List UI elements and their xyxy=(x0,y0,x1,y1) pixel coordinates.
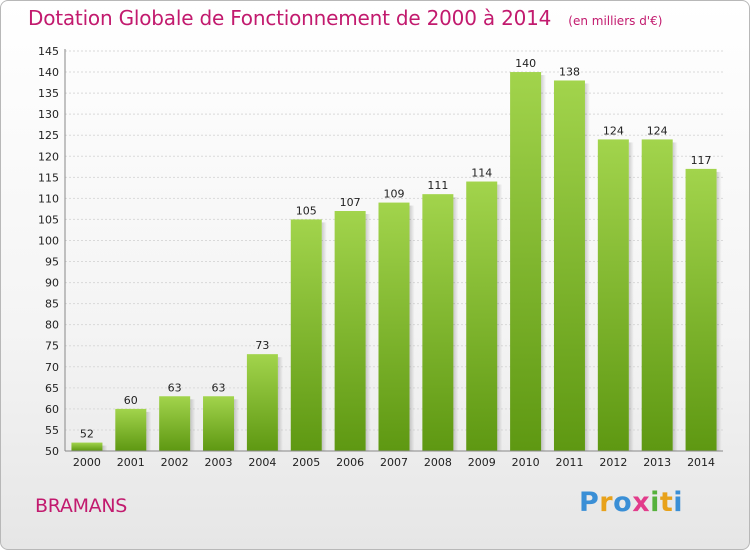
y-tick-label: 55 xyxy=(45,424,59,437)
data-label: 52 xyxy=(80,428,94,441)
bar-2006 xyxy=(334,211,366,451)
y-tick-label: 115 xyxy=(38,171,59,184)
x-tick-label: 2006 xyxy=(336,456,364,469)
y-tick-label: 80 xyxy=(45,319,59,332)
bar-shadow xyxy=(277,357,283,451)
bar-shadow xyxy=(190,399,196,451)
bar-2007 xyxy=(378,202,410,451)
x-tick-label: 2007 xyxy=(380,456,408,469)
bar-shadow xyxy=(541,75,547,451)
bar-shadow xyxy=(672,142,678,451)
x-tick-label: 2005 xyxy=(292,456,320,469)
data-label: 73 xyxy=(255,339,269,352)
bar-2004 xyxy=(246,354,278,451)
data-label: 109 xyxy=(384,188,405,201)
title-row: Dotation Globale de Fonctionnement de 20… xyxy=(28,6,662,30)
x-tick-label: 2012 xyxy=(599,456,627,469)
bar-shadow xyxy=(321,222,327,451)
x-tick-label: 2009 xyxy=(468,456,496,469)
data-label: 107 xyxy=(340,196,361,209)
y-tick-label: 135 xyxy=(38,87,59,100)
data-label: 63 xyxy=(168,381,182,394)
bar-2014 xyxy=(685,168,717,452)
x-tick-label: 2000 xyxy=(73,456,101,469)
y-tick-label: 65 xyxy=(45,382,59,395)
y-tick-label: 70 xyxy=(45,361,59,374)
x-tick-label: 2004 xyxy=(248,456,276,469)
x-tick-label: 2011 xyxy=(555,456,583,469)
bar-shadow xyxy=(365,214,371,451)
data-label: 124 xyxy=(603,124,624,137)
data-label: 117 xyxy=(691,154,712,167)
y-tick-label: 110 xyxy=(38,192,59,205)
bar-shadow xyxy=(497,184,503,452)
bar-2005 xyxy=(290,219,322,451)
y-tick-label: 50 xyxy=(45,445,59,458)
bar-2003 xyxy=(203,396,235,451)
data-label: 60 xyxy=(124,394,138,407)
x-tick-label: 2001 xyxy=(117,456,145,469)
x-tick-label: 2013 xyxy=(643,456,671,469)
bar-2009 xyxy=(466,181,498,452)
data-label: 105 xyxy=(296,204,317,217)
bar-2008 xyxy=(422,194,454,451)
y-tick-label: 100 xyxy=(38,234,59,247)
y-tick-label: 120 xyxy=(38,150,59,163)
y-tick-label: 140 xyxy=(38,66,59,79)
bar-shadow xyxy=(234,399,240,451)
x-tick-label: 2002 xyxy=(161,456,189,469)
data-label: 124 xyxy=(647,124,668,137)
bar-2001 xyxy=(115,408,147,451)
y-tick-label: 125 xyxy=(38,129,59,142)
commune-name: BRAMANS xyxy=(35,495,128,517)
bar-shadow xyxy=(628,142,634,451)
x-tick-label: 2003 xyxy=(205,456,233,469)
data-label: 138 xyxy=(559,65,580,78)
x-tick-label: 2010 xyxy=(512,456,540,469)
y-tick-label: 145 xyxy=(38,45,59,58)
y-tick-label: 105 xyxy=(38,213,59,226)
bar-2012 xyxy=(597,139,629,451)
x-tick-label: 2008 xyxy=(424,456,452,469)
y-tick-label: 60 xyxy=(45,403,59,416)
bar-2002 xyxy=(159,396,191,451)
data-label: 140 xyxy=(515,57,536,70)
bar-2013 xyxy=(641,139,673,451)
bar-2000 xyxy=(71,442,103,451)
y-tick-label: 130 xyxy=(38,108,59,121)
x-tick-label: 2014 xyxy=(687,456,715,469)
y-tick-label: 90 xyxy=(45,277,59,290)
bar-shadow xyxy=(146,411,152,451)
chart-title: Dotation Globale de Fonctionnement de 20… xyxy=(28,6,552,30)
data-label: 114 xyxy=(471,167,492,180)
y-tick-label: 85 xyxy=(45,298,59,311)
bar-shadow xyxy=(716,171,722,452)
chart-subtitle: (en milliers d'€) xyxy=(568,14,663,28)
y-tick-label: 75 xyxy=(45,340,59,353)
bar-2011 xyxy=(553,80,585,451)
bar-shadow xyxy=(453,197,459,451)
data-label: 63 xyxy=(212,381,226,394)
bar-2010 xyxy=(510,72,542,451)
bar-shadow xyxy=(584,83,590,451)
bar-shadow xyxy=(102,445,108,451)
data-label: 111 xyxy=(427,179,448,192)
y-tick-label: 95 xyxy=(45,256,59,269)
proxiti-logo: Proxiti xyxy=(579,487,684,518)
bar-shadow xyxy=(409,205,415,451)
